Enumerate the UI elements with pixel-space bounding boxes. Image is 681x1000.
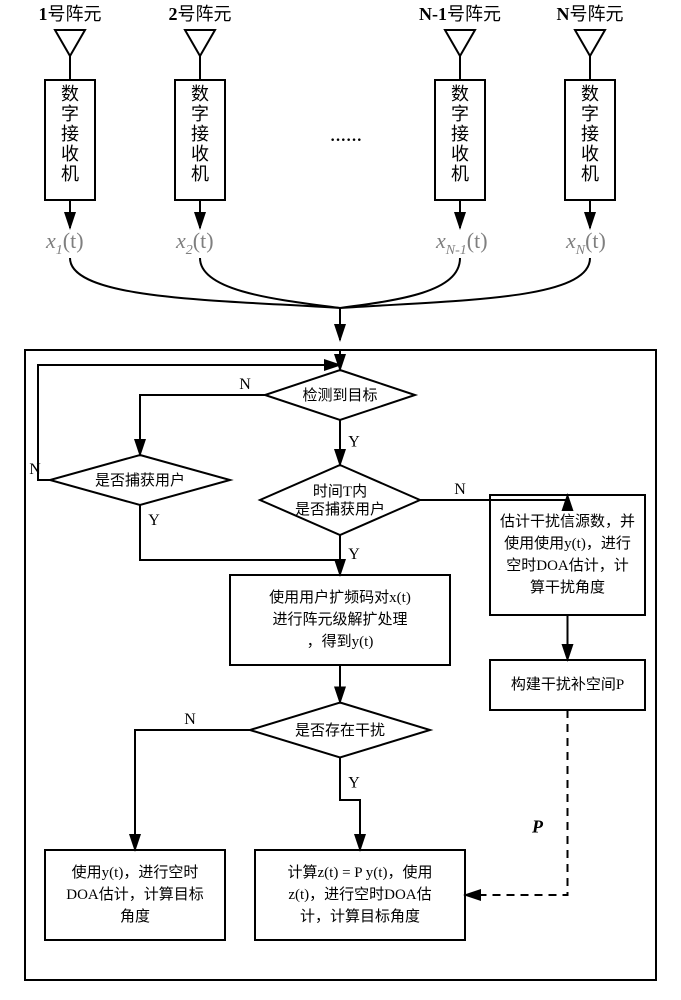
svg-text:Y: Y: [348, 775, 360, 792]
svg-text:进行阵元级解扩处理: 进行阵元级解扩处理: [272, 611, 407, 628]
svg-text:角度: 角度: [120, 908, 150, 925]
svg-text:是否捕获用户: 是否捕获用户: [95, 472, 185, 489]
svg-text:使用用户扩频码对x(t): 使用用户扩频码对x(t): [269, 589, 411, 606]
svg-text:P: P: [531, 817, 544, 837]
ellipsis: ······: [330, 132, 362, 149]
svg-text:N-1号阵元: N-1号阵元: [419, 4, 501, 24]
svg-text:时间T内: 时间T内: [313, 483, 367, 500]
svg-text:Y: Y: [148, 512, 160, 529]
flow-nodes: 检测到目标是否捕获用户时间T内是否捕获用户使用用户扩频码对x(t)进行阵元级解扩…: [45, 370, 645, 940]
svg-text:是否捕获用户: 是否捕获用户: [295, 501, 385, 518]
antenna-row: 1号阵元数字接收机 x1(t) 2号阵元数字接收机 x2(t) N-1号阵元数字接收机 x…: [39, 4, 624, 258]
svg-text:数字接收机: 数字接收机: [61, 84, 79, 184]
merge-brace: [70, 258, 590, 308]
svg-text:xN-1(t): xN-1(t): [435, 228, 488, 258]
svg-text:使用使用y(t)，进行: 使用使用y(t)，进行: [504, 535, 631, 552]
svg-text:检测到目标: 检测到目标: [302, 387, 377, 404]
svg-text:N号阵元: N号阵元: [557, 4, 624, 24]
svg-text:空时DOA估计，计: 空时DOA估计，计: [506, 557, 629, 574]
svg-text:N: N: [184, 711, 196, 728]
flow-diagram: 1号阵元数字接收机 x1(t) 2号阵元数字接收机 x2(t) N-1号阵元数字接收机 x…: [0, 0, 681, 1000]
svg-text:构建干扰补空间P: 构建干扰补空间P: [511, 676, 624, 693]
svg-text:数字接收机: 数字接收机: [581, 84, 599, 184]
svg-text:计算z(t) = P y(t)，使用: 计算z(t) = P y(t)，使用: [288, 863, 433, 881]
svg-text:计，计算目标角度: 计，计算目标角度: [300, 907, 420, 925]
svg-text:2号阵元: 2号阵元: [169, 4, 232, 24]
svg-text:N: N: [29, 461, 41, 478]
svg-text:1号阵元: 1号阵元: [39, 4, 102, 24]
svg-text:N: N: [454, 481, 466, 498]
svg-text:估计干扰信源数，并: 估计干扰信源数，并: [500, 513, 635, 530]
svg-text:是否存在干扰: 是否存在干扰: [295, 722, 385, 739]
svg-text:xN(t): xN(t): [565, 228, 606, 258]
svg-text:算干扰角度: 算干扰角度: [530, 578, 605, 596]
svg-text:，得到y(t): ，得到y(t): [307, 633, 374, 650]
svg-text:z(t)，进行空时DOA估: z(t)，进行空时DOA估: [288, 886, 431, 903]
svg-text:x2(t): x2(t): [175, 228, 214, 258]
svg-text:数字接收机: 数字接收机: [451, 84, 469, 184]
svg-text:DOA估计，计算目标: DOA估计，计算目标: [66, 885, 204, 903]
svg-text:N: N: [239, 376, 251, 393]
svg-text:Y: Y: [348, 546, 360, 563]
svg-text:使用y(t)，进行空时: 使用y(t)，进行空时: [72, 864, 199, 881]
svg-text:Y: Y: [348, 434, 360, 451]
svg-text:数字接收机: 数字接收机: [191, 84, 209, 184]
svg-text:x1(t): x1(t): [45, 228, 84, 258]
